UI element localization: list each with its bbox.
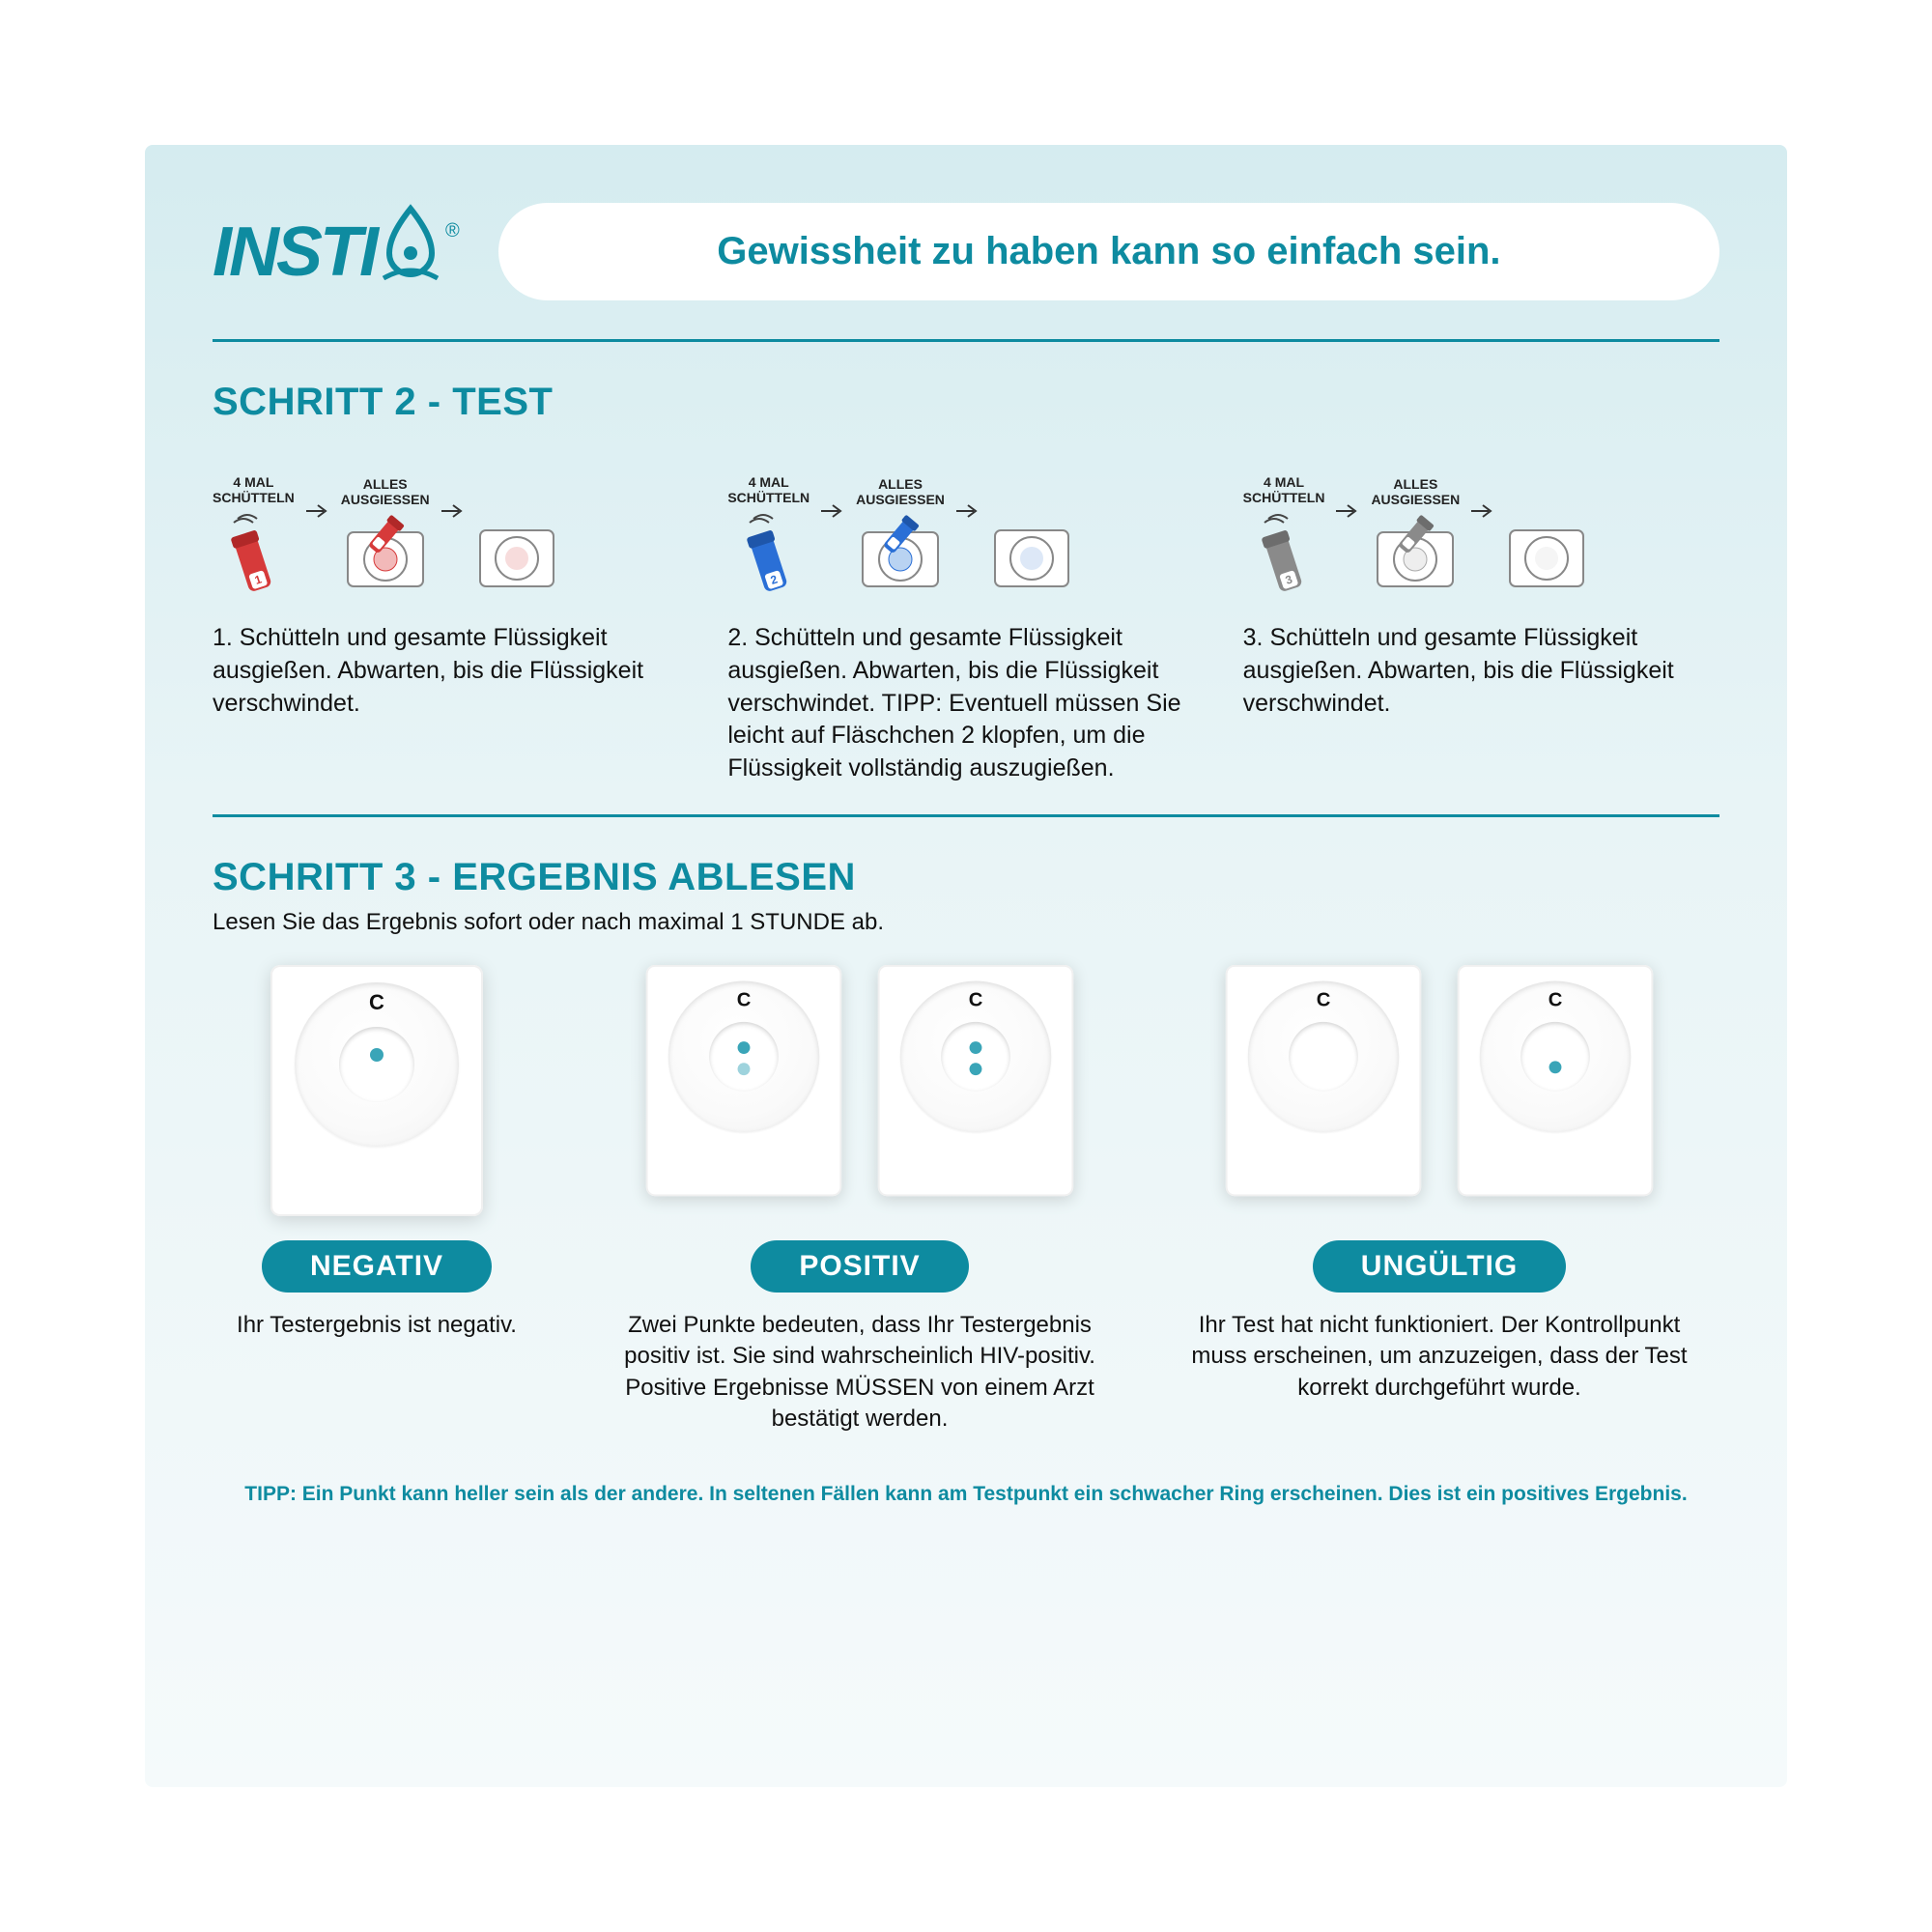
arrow-icon — [1334, 503, 1361, 519]
step3: SCHRITT 3 - ERGEBNIS ABLESEN Lesen Sie d… — [213, 856, 1719, 1507]
test-dot-only — [1549, 1061, 1562, 1073]
divider-mid — [213, 814, 1719, 817]
arrow-icon — [1469, 503, 1496, 519]
shake-group: 4 MAL SCHÜTTELN 1 — [213, 475, 295, 598]
step2-row: 4 MAL SCHÜTTELN 1 ALLES AUSGIESSEN — [213, 453, 1719, 785]
logo-text: INSTI — [213, 213, 376, 292]
step2-col-2: 4 MAL SCHÜTTELN 2 ALLES AUSGIESSEN — [727, 453, 1204, 785]
result-negative: C NEGATIV Ihr Testergebnis ist negativ. — [213, 965, 541, 1435]
registered-mark: ® — [445, 220, 460, 242]
cassette-invalid-b: C — [1458, 965, 1653, 1196]
cassette-positive-b: C — [878, 965, 1073, 1196]
instruction-card: INSTI ® Gewissheit zu haben kann so einf… — [145, 145, 1787, 1787]
cassette-result-icon — [991, 523, 1072, 592]
arrow-icon — [819, 503, 846, 519]
result-invalid: C C UNGÜLTIG Ihr Test hat n — [1179, 965, 1700, 1435]
step2-col-1: 4 MAL SCHÜTTELN 1 ALLES AUSGIESSEN — [213, 453, 689, 785]
step2-icons-2: 4 MAL SCHÜTTELN 2 ALLES AUSGIESSEN — [727, 453, 1204, 598]
step2-icons-3: 4 MAL SCHÜTTELN 3 ALLES AUSGIESSEN — [1243, 453, 1719, 598]
badge-invalid: UNGÜLTIG — [1313, 1240, 1566, 1293]
pour-group: ALLES AUSGIESSEN — [1371, 477, 1460, 598]
pour-group: ALLES AUSGIESSEN — [856, 477, 945, 598]
text-positive: Zwei Punkte bedeuten, dass Ihr Testergeb… — [599, 1310, 1121, 1435]
control-dot — [970, 1041, 982, 1054]
cassette-result-icon — [1506, 523, 1587, 592]
badge-negative: NEGATIV — [262, 1240, 492, 1293]
arrow-icon — [954, 503, 981, 519]
control-dot — [738, 1041, 751, 1054]
cassette-positive-a: C — [646, 965, 841, 1196]
cassette-group: C C — [638, 965, 1082, 1216]
badge-positive: POSITIV — [751, 1240, 968, 1293]
pour-label: ALLES AUSGIESSEN — [856, 477, 945, 507]
result-positive: C C — [599, 965, 1121, 1435]
cassette-pour-icon — [1372, 515, 1459, 592]
pour-label: ALLES AUSGIESSEN — [1371, 477, 1460, 507]
motion-lines-icon — [748, 513, 790, 526]
arrow-icon — [440, 503, 467, 519]
step2-col-3: 4 MAL SCHÜTTELN 3 ALLES AUSGIESSEN — [1243, 453, 1719, 785]
pour-group: ALLES AUSGIESSEN — [341, 477, 430, 598]
motion-lines-icon — [1263, 513, 1305, 526]
step2-text-2: 2. Schütteln und gesamte Flüssigkeit aus… — [727, 622, 1204, 785]
cassette-negative: C — [270, 965, 483, 1216]
control-mark: C — [1548, 988, 1563, 1011]
control-mark: C — [737, 988, 752, 1011]
step2-text-3: 3. Schütteln und gesamte Flüssigkeit aus… — [1243, 622, 1719, 720]
results-row: C NEGATIV Ihr Testergebnis ist negativ. — [213, 965, 1719, 1435]
arrow-icon — [304, 503, 331, 519]
vial-2-icon: 2 — [740, 526, 798, 603]
motion-lines-icon — [232, 513, 274, 526]
step3-title: SCHRITT 3 - ERGEBNIS ABLESEN — [213, 856, 1719, 899]
shake-label: 4 MAL SCHÜTTELN — [1243, 475, 1325, 505]
step2-text-1: 1. Schütteln und gesamte Flüssigkeit aus… — [213, 622, 689, 720]
control-dot — [370, 1048, 384, 1062]
brand-logo: INSTI ® — [213, 211, 460, 293]
text-invalid: Ihr Test hat nicht funktioniert. Der Kon… — [1179, 1310, 1700, 1404]
divider-top — [213, 339, 1719, 342]
header: INSTI ® Gewissheit zu haben kann so einf… — [213, 203, 1719, 300]
pour-label: ALLES AUSGIESSEN — [341, 477, 430, 507]
test-dot — [970, 1063, 982, 1075]
cassette-invalid-a: C — [1226, 965, 1421, 1196]
vial-3-icon: 3 — [1255, 526, 1313, 603]
shake-group: 4 MAL SCHÜTTELN 2 — [727, 475, 810, 598]
tagline-pill: Gewissheit zu haben kann so einfach sein… — [498, 203, 1719, 300]
tagline-text: Gewissheit zu haben kann so einfach sein… — [717, 230, 1500, 272]
control-mark: C — [969, 988, 983, 1011]
cassette-result-icon — [476, 523, 557, 592]
vial-1-icon: 1 — [225, 526, 283, 603]
shake-label: 4 MAL SCHÜTTELN — [727, 475, 810, 505]
cassette-group: C — [270, 965, 483, 1216]
shake-label: 4 MAL SCHÜTTELN — [213, 475, 295, 505]
step2-title: SCHRITT 2 - TEST — [213, 381, 1719, 424]
shake-group: 4 MAL SCHÜTTELN 3 — [1243, 475, 1325, 598]
text-negative: Ihr Testergebnis ist negativ. — [237, 1310, 517, 1341]
step3-subtitle: Lesen Sie das Ergebnis sofort oder nach … — [213, 909, 1719, 936]
cassette-pour-icon — [857, 515, 944, 592]
test-dot — [738, 1063, 751, 1075]
logo-drop-icon — [382, 203, 440, 285]
control-mark: C — [1317, 988, 1331, 1011]
footer-tip: TIPP: Ein Punkt kann heller sein als der… — [213, 1483, 1719, 1506]
cassette-group: C C — [1217, 965, 1662, 1216]
step2-icons-1: 4 MAL SCHÜTTELN 1 ALLES AUSGIESSEN — [213, 453, 689, 598]
cassette-pour-icon — [342, 515, 429, 592]
control-mark: C — [369, 990, 384, 1015]
